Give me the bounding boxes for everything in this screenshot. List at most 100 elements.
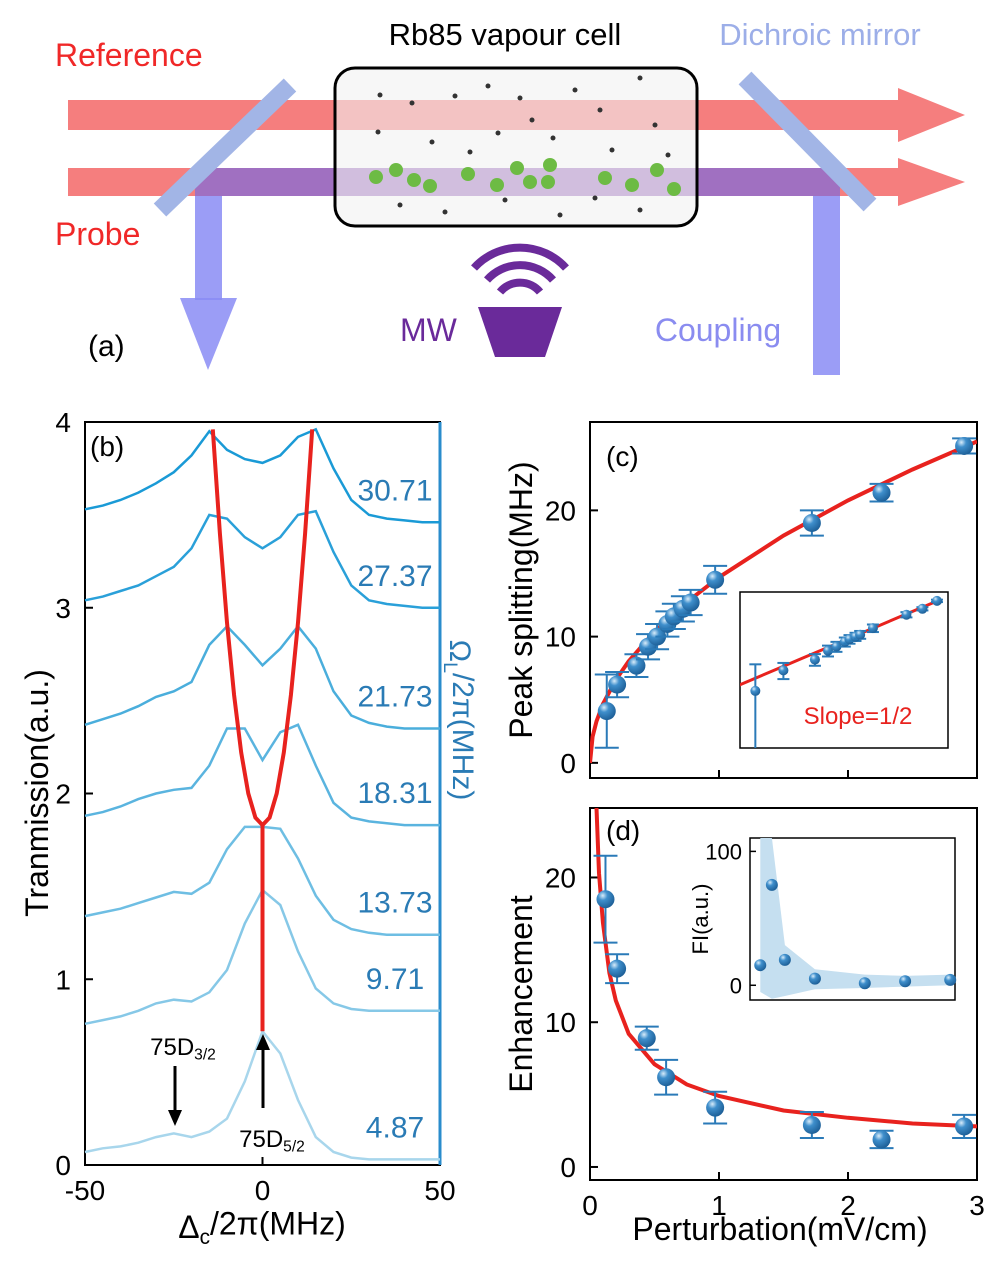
probe-label: Probe [55,216,140,252]
series-label: 18.31 [357,777,432,810]
vapour-cell [333,66,699,228]
y2-axis-label-part: L [439,662,461,673]
data-point [901,609,912,620]
inset-data-point [778,953,791,966]
inset-y-axis-label: FI(a.u.) [688,884,713,955]
cell-label: Rb85 vapour cell [389,17,622,52]
inset-y-tick-label: 0 [730,973,742,998]
series-label: 9.71 [366,963,424,996]
spectrum-line [84,427,440,524]
series-label: 30.71 [357,474,432,507]
mw-waves [471,243,569,295]
y-tick-label: 0 [560,1152,576,1183]
plot-frame [589,807,978,1181]
data-point [597,702,616,721]
x-tick-label: 1 [711,1190,727,1221]
annotation-part: 75D [239,1126,283,1153]
inset-y-tick-label: 100 [705,839,742,864]
coupling-arrow [180,298,237,370]
panel-label: (a) [88,330,125,363]
fit-line [210,429,315,829]
y-tick-label: 2 [55,779,71,810]
annotation: 75D3/2 [150,1034,216,1064]
data-point [831,641,842,652]
y-tick-label: 4 [55,407,71,438]
reference-arrow [898,88,965,142]
series-label: 13.73 [357,887,432,920]
data-point [955,436,974,455]
data-point [917,603,928,614]
data-point [872,483,891,502]
inset-data-point [808,972,821,985]
y-tick-label: 0 [55,1150,71,1181]
inset-data-point [899,975,912,988]
rydberg-atoms [369,158,681,196]
x-tick-label: 0 [255,1175,271,1206]
coupling-label: Coupling [655,312,781,348]
data-point [681,593,700,612]
y2-axis-label-part: /2π(MHz) [446,673,479,800]
x-tick-label: 3 [969,1190,985,1221]
x-axis-label: Δc/2π(MHz) [178,1206,346,1250]
charts: -50 0 50012344.879.7113.7318.3121.7327.373… [19,407,985,1249]
annotation-arrowhead [168,1110,182,1126]
error-band [760,838,951,999]
y-tick-label: 20 [545,495,576,526]
data-point [706,570,725,589]
data-point [596,890,615,909]
panel-label: (c) [606,441,639,472]
annotation-arrowhead [256,1034,270,1050]
data-point [608,675,627,694]
mirror [738,71,877,212]
annotation: 75D5/2 [239,1126,305,1156]
data-point [706,1098,725,1117]
data-point [750,685,761,696]
panel-label: (b) [90,431,124,462]
reference-label: Reference [55,37,203,73]
spectrum-line [84,509,440,610]
series-label: 21.73 [357,680,432,713]
data-point [822,645,833,656]
y-tick-label: 1 [55,964,71,995]
inset-data-point [765,878,778,891]
mirror [153,78,297,217]
plot-frame [589,421,978,779]
data-point [802,1115,821,1134]
data-point [608,959,627,978]
y-tick-label: 10 [545,622,576,653]
x-tick-label: 2 [840,1190,856,1221]
inset-data-point [754,959,767,972]
annotation-part: 75D [150,1034,194,1061]
spectrum-line [84,624,440,730]
probe-arrow [898,158,965,206]
inset-frame [749,837,956,1001]
mw-horn [478,307,562,357]
data-point [855,629,866,640]
data-point [809,654,820,665]
data-point [637,1029,656,1048]
atoms [375,75,671,218]
y-axis-label: Tranmission(a.u.) [19,669,55,917]
series-label: 27.37 [357,560,432,593]
x-tick-label: -50 [65,1175,105,1206]
inset-annotation: Slope=1/2 [804,703,913,730]
y-tick-label: 20 [545,862,576,893]
x-axis-label-part: c [200,1226,210,1249]
mirror-label: Dichroic mirror [719,17,921,52]
series-label: 4.87 [366,1111,424,1144]
y2-axis-label-part: Ω [443,640,476,662]
data-point [802,513,821,532]
data-point [778,665,789,676]
mw-label: MW [400,312,458,348]
data-point [955,1117,974,1136]
y-tick-label: 0 [560,748,576,779]
y-tick-label: 10 [545,1007,576,1038]
y-tick-label: 3 [55,593,71,624]
x-axis-label: Perturbation(mV/cm) [632,1211,927,1247]
y-axis-label: Peak splitting(MHz) [503,461,539,738]
data-point [657,1068,676,1087]
y2-axis-label: ΩL/2π(MHz) [439,640,479,801]
data-point [872,1130,891,1149]
coupling-beam-out [195,196,222,300]
